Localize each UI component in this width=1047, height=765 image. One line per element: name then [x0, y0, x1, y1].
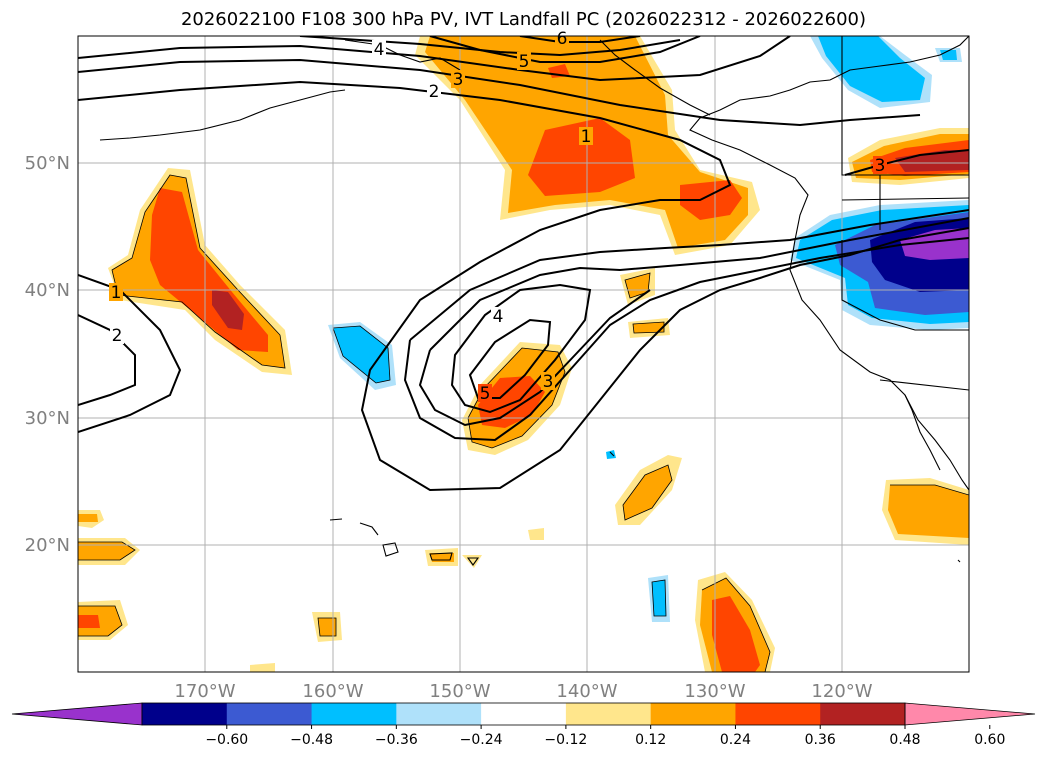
graticule — [78, 36, 969, 672]
map-title: 2026022100 F108 300 hPa PV, IVT Landfall… — [180, 9, 867, 30]
axis-labels: 170°W 160°W 150°W 140°W 130°W 120°W 50°N… — [25, 153, 873, 702]
pv-shading — [78, 36, 969, 672]
colorbar-tick-label: 0.12 — [635, 732, 666, 748]
ivt-contour-3 — [429, 217, 969, 351]
colorbar-tick-label: −0.12 — [544, 732, 587, 748]
contour-label: 1 — [111, 283, 122, 303]
contour-label: 6 — [557, 29, 568, 49]
lat-label: 50°N — [25, 153, 70, 174]
lat-label: 40°N — [25, 280, 70, 301]
ivt-contour-1-north — [78, 80, 969, 492]
colorbar-tick-label: −0.60 — [205, 732, 248, 748]
ivt-contour-6-north — [519, 36, 641, 43]
colorbar-segment — [311, 703, 397, 725]
colorbar: −0.60 −0.48 −0.36 −0.24 −0.12 0.12 0.24 0.36 0.4… — [11, 702, 1036, 748]
colorbar-tick-label: −0.48 — [290, 732, 333, 748]
lon-label: 130°W — [684, 681, 745, 702]
contour-label: 4 — [374, 40, 385, 60]
lat-label: 20°N — [25, 535, 70, 556]
contour-label: 3 — [453, 70, 464, 90]
lon-label: 170°W — [174, 681, 235, 702]
lon-label: 150°W — [429, 681, 490, 702]
contour-label: 4 — [493, 307, 504, 327]
colorbar-extend-low — [11, 702, 143, 726]
colorbar-tick-label: −0.36 — [375, 732, 418, 748]
colorbar-segment — [650, 703, 736, 725]
colorbar-segment — [565, 703, 652, 725]
contour-label: 5 — [519, 52, 530, 72]
colorbar-segment — [735, 703, 821, 725]
contour-label: 2 — [429, 82, 440, 102]
colorbar-segment — [820, 703, 906, 725]
colorbar-segment — [396, 703, 482, 725]
lon-label: 120°W — [811, 681, 872, 702]
colorbar-tick-label: 0.36 — [805, 732, 836, 748]
contour-label: 1 — [581, 127, 592, 147]
colorbar-tick-label: −0.24 — [460, 732, 503, 748]
contour-label: 3 — [543, 372, 554, 392]
colorbar-frame — [141, 702, 906, 726]
contour-label: 2 — [112, 326, 123, 346]
colorbar-tick-label: 0.24 — [720, 732, 751, 748]
ivt-contours — [78, 36, 969, 492]
ivt-contour-5-north — [429, 36, 701, 63]
colorbar-extend-high — [904, 702, 1036, 726]
lon-label: 140°W — [556, 681, 617, 702]
colorbar-tick-label: 0.48 — [889, 732, 920, 748]
lon-label: 160°W — [302, 681, 363, 702]
ivt-contour-3-nw — [844, 149, 969, 176]
map-frame — [77, 35, 970, 673]
contour-label: 3 — [875, 156, 886, 176]
ivt-contour-2-east — [409, 209, 969, 341]
pv-shading-outlines — [78, 174, 969, 672]
contour-label: 5 — [480, 384, 491, 404]
ivt-contour-3-south — [418, 289, 651, 427]
colorbar-tick-label: 0.60 — [974, 732, 1005, 748]
colorbar-segment — [226, 703, 313, 725]
colorbar-segment — [481, 703, 567, 725]
ivt-contour-2-north — [78, 58, 921, 127]
contour-label-group: 1 2 3 4 5 6 1 2 3 4 5 3 — [109, 29, 887, 404]
ivt-contour-2-west — [78, 314, 136, 406]
ivt-contour-2-south — [403, 237, 969, 442]
colorbar-segment — [142, 703, 228, 725]
ivt-contour-4 — [450, 283, 592, 414]
lat-label: 30°N — [25, 408, 70, 429]
